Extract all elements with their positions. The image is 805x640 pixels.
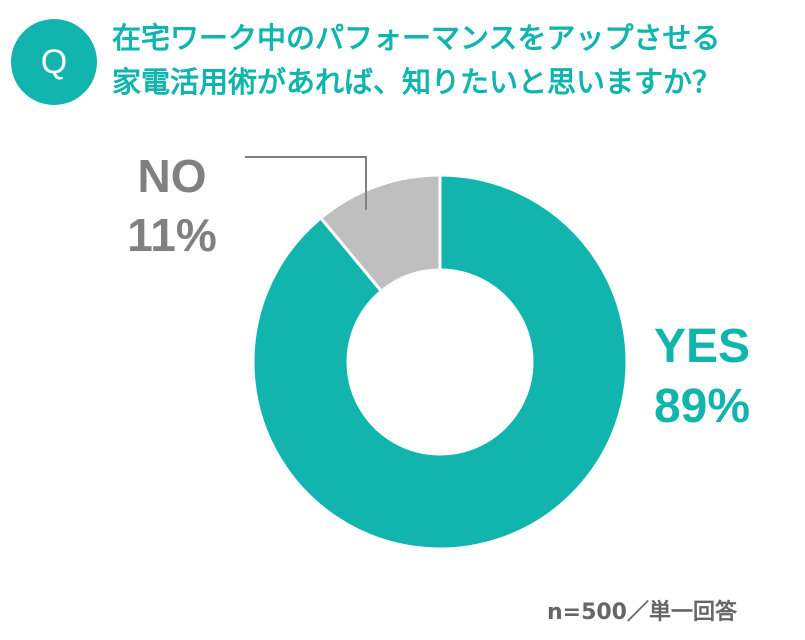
slice-yes: [251, 173, 629, 551]
sample-size-note: n=500／単一回答: [546, 600, 737, 625]
question-text: 在宅ワーク中のパフォーマンスをアップさせる 家電活用術があれば、知りたいと思いま…: [112, 16, 802, 104]
question-line-2: 家電活用術があれば、知りたいと思いますか？: [112, 65, 722, 99]
question-line-1: 在宅ワーク中のパフォーマンスをアップさせる: [112, 21, 721, 55]
no-leader-line: [245, 156, 367, 210]
slice-no: [318, 173, 442, 294]
q-badge: Q: [11, 19, 97, 105]
no-slice-percent: 11%: [127, 209, 217, 261]
yes-slice-percent: 89%: [654, 380, 750, 433]
no-slice-name: NO: [138, 150, 207, 202]
yes-slice-name: YES: [654, 320, 750, 373]
